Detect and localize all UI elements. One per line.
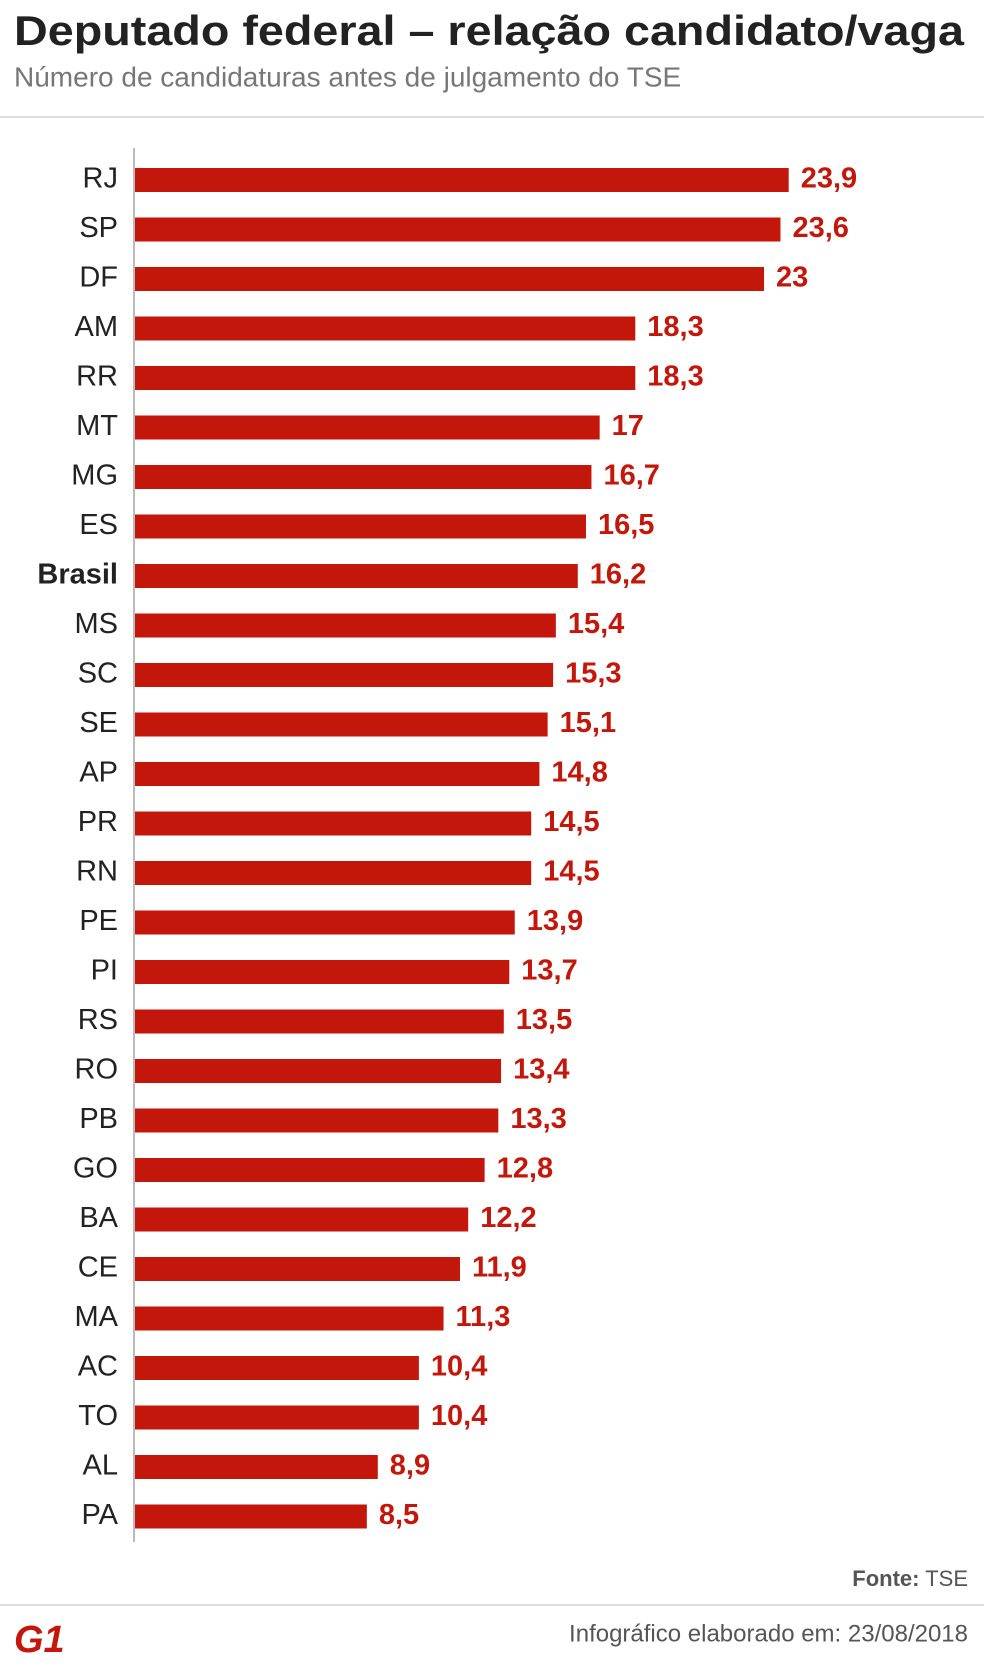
y-tick-label: SE bbox=[79, 707, 118, 739]
bar bbox=[135, 1009, 504, 1034]
chart-subtitle: Número de candidaturas antes de julgamen… bbox=[14, 61, 681, 92]
y-tick-label: RN bbox=[76, 856, 118, 888]
bar bbox=[135, 712, 548, 737]
y-tick-label: MG bbox=[71, 460, 118, 492]
y-tick-label: SC bbox=[78, 658, 118, 690]
value-label: 16,7 bbox=[603, 460, 659, 492]
y-tick-label: RS bbox=[78, 1004, 118, 1036]
y-tick-label: MA bbox=[75, 1301, 119, 1333]
value-label: 8,9 bbox=[390, 1450, 430, 1482]
value-label: 15,1 bbox=[560, 707, 616, 739]
value-label: 23,9 bbox=[801, 163, 857, 195]
bar bbox=[135, 1108, 499, 1133]
bar bbox=[135, 366, 636, 390]
y-tick-label: PE bbox=[79, 905, 118, 937]
value-label: 13,5 bbox=[516, 1004, 572, 1036]
value-label: 14,8 bbox=[551, 757, 607, 789]
bar bbox=[135, 762, 540, 786]
value-label: 13,7 bbox=[521, 955, 577, 987]
value-label: 10,4 bbox=[431, 1400, 487, 1432]
bar bbox=[135, 960, 510, 984]
value-label: 11,3 bbox=[456, 1301, 511, 1333]
source-text: TSE bbox=[925, 1566, 968, 1591]
y-tick-label: AM bbox=[75, 311, 119, 343]
bar bbox=[135, 1306, 444, 1331]
value-label: 23 bbox=[776, 262, 808, 294]
y-tick-label: RJ bbox=[83, 163, 118, 195]
bar bbox=[135, 663, 554, 687]
bar bbox=[135, 910, 515, 935]
y-tick-label: DF bbox=[79, 262, 118, 294]
value-label: 15,3 bbox=[565, 658, 621, 690]
y-tick-label: PA bbox=[81, 1499, 118, 1531]
value-label: 14,5 bbox=[543, 806, 599, 838]
y-tick-label: AL bbox=[83, 1450, 118, 1482]
value-label: 12,8 bbox=[497, 1153, 553, 1185]
y-tick-label: AP bbox=[79, 757, 118, 789]
bar bbox=[135, 1356, 419, 1380]
chart-title: Deputado federal – relação candidato/vag… bbox=[14, 7, 965, 54]
footer: Infográfico elaborado em: 23/08/2018 bbox=[569, 1620, 968, 1647]
y-tick-label: ES bbox=[79, 509, 118, 541]
bar bbox=[135, 1158, 485, 1182]
y-tick-label: AC bbox=[78, 1351, 118, 1383]
y-tick-label: MS bbox=[75, 608, 119, 640]
y-tick-label: CE bbox=[78, 1252, 118, 1284]
y-tick-label: GO bbox=[73, 1153, 118, 1185]
y-tick-label: TO bbox=[78, 1400, 118, 1432]
bar bbox=[135, 1405, 419, 1430]
y-tick-label: Brasil bbox=[37, 559, 118, 591]
bar bbox=[135, 465, 592, 489]
y-tick-label: RO bbox=[75, 1054, 119, 1086]
bar bbox=[135, 168, 789, 192]
y-tick-label: RR bbox=[76, 361, 118, 393]
value-label: 18,3 bbox=[647, 311, 703, 343]
y-tick-label: BA bbox=[79, 1202, 118, 1234]
bar bbox=[135, 1059, 502, 1083]
value-label: 10,4 bbox=[431, 1351, 487, 1383]
bar bbox=[135, 1257, 460, 1281]
value-label: 23,6 bbox=[792, 212, 848, 244]
value-label: 16,2 bbox=[590, 559, 646, 591]
source-label: Fonte: bbox=[852, 1566, 919, 1591]
value-label: 18,3 bbox=[647, 361, 703, 393]
bar bbox=[135, 811, 532, 836]
bar bbox=[135, 217, 781, 242]
value-label: 11,9 bbox=[472, 1252, 527, 1284]
bar bbox=[135, 267, 765, 291]
bar bbox=[135, 613, 556, 638]
bar bbox=[135, 316, 636, 341]
value-label: 13,4 bbox=[513, 1054, 569, 1086]
value-label: 14,5 bbox=[543, 856, 599, 888]
bar bbox=[135, 564, 578, 588]
bar bbox=[135, 514, 586, 539]
y-tick-label: PR bbox=[78, 806, 118, 838]
bar bbox=[135, 415, 600, 440]
bar bbox=[135, 1207, 469, 1232]
source: Fonte: TSE bbox=[852, 1566, 968, 1591]
logo: G1 bbox=[14, 1619, 65, 1661]
bar bbox=[135, 861, 532, 885]
value-label: 15,4 bbox=[568, 608, 624, 640]
value-label: 12,2 bbox=[480, 1202, 536, 1234]
y-tick-label: PI bbox=[91, 955, 118, 987]
y-tick-label: PB bbox=[79, 1103, 118, 1135]
bar bbox=[135, 1455, 378, 1479]
value-label: 8,5 bbox=[379, 1499, 419, 1531]
value-label: 17 bbox=[612, 410, 644, 442]
y-tick-label: MT bbox=[76, 410, 118, 442]
value-label: 13,9 bbox=[527, 905, 583, 937]
y-tick-label: SP bbox=[79, 212, 118, 244]
value-label: 16,5 bbox=[598, 509, 654, 541]
value-label: 13,3 bbox=[510, 1103, 566, 1135]
bar bbox=[135, 1504, 367, 1529]
